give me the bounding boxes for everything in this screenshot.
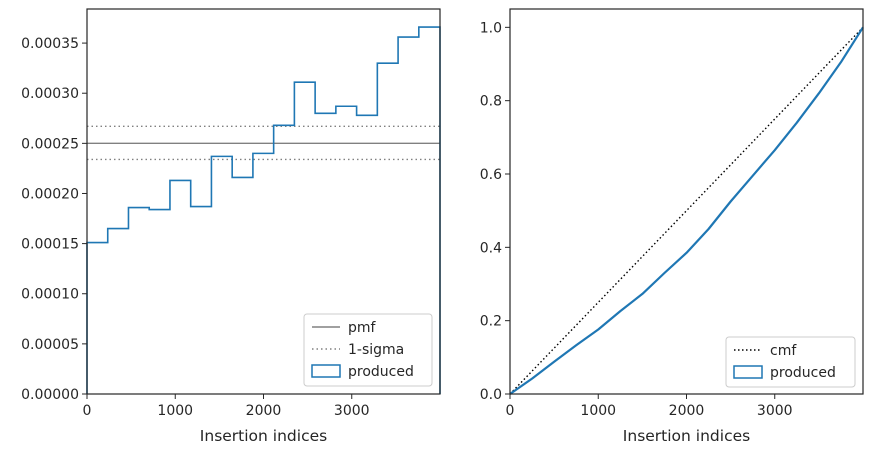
legend-swatch-produced — [311, 364, 341, 378]
y-tick-label: 0.00000 — [21, 387, 79, 403]
legend-frame — [303, 313, 433, 387]
legend-label-cmf: cmf — [770, 343, 797, 359]
left-chart-panel: 0 1000 2000 3000 0.00000 0.00005 0.00010 0.0001… — [21, 8, 441, 445]
x-tick-label: 2000 — [669, 403, 705, 419]
y-tick-label: 0.00010 — [21, 287, 79, 303]
y-tick-label: 1.0 — [480, 20, 502, 36]
x-tick-label: 2000 — [246, 403, 282, 419]
y-tick-label: 0.00025 — [21, 136, 79, 152]
y-tick-label: 0.6 — [480, 167, 502, 183]
x-axis-title: Insertion indices — [623, 427, 750, 445]
legend: pmf 1-sigma produced — [303, 313, 433, 387]
legend-label-sigma: 1-sigma — [348, 342, 404, 358]
y-tick-label: 0.8 — [480, 94, 502, 110]
plot-frame — [509, 8, 864, 395]
y-tick-label: 0.0 — [480, 387, 502, 403]
x-tick-label: 1000 — [157, 403, 193, 419]
y-tick-label: 0.00035 — [21, 36, 79, 52]
legend-label-pmf: pmf — [348, 320, 377, 336]
y-tick-label: 0.00015 — [21, 237, 79, 253]
x-axis-title: Insertion indices — [200, 427, 327, 445]
plot-frame — [86, 8, 441, 395]
x-tick-label: 0 — [506, 403, 515, 419]
legend-swatch-produced — [733, 365, 763, 379]
legend: cmf produced — [725, 336, 856, 388]
cmf-line — [509, 26, 864, 395]
right-chart-panel: 0 1000 2000 3000 0.0 0.2 0.4 0.6 0.8 1.0 Insertion… — [480, 8, 864, 445]
legend-label-produced: produced — [770, 365, 836, 381]
produced-step-series — [86, 26, 441, 394]
y-tick-label: 0.2 — [480, 314, 502, 330]
y-tick-label: 0.00020 — [21, 186, 79, 202]
y-tick-label: 0.00030 — [21, 86, 79, 102]
x-tick-label: 3000 — [334, 403, 370, 419]
x-tick-label: 1000 — [580, 403, 616, 419]
x-tick-label: 3000 — [757, 403, 793, 419]
produced-cumulative-series — [509, 26, 864, 395]
y-tick-label: 0.4 — [480, 240, 502, 256]
legend-label-produced: produced — [348, 364, 414, 380]
x-tick-label: 0 — [83, 403, 92, 419]
y-tick-label: 0.00005 — [21, 337, 79, 353]
